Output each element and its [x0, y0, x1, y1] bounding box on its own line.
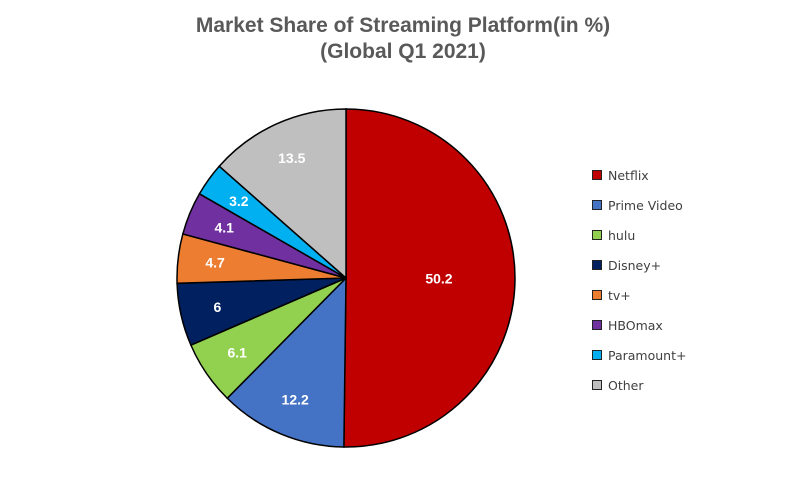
chart-title: Market Share of Streaming Platform(in %) [195, 14, 611, 37]
data-label: 6 [213, 299, 221, 315]
data-label: 6.1 [227, 344, 247, 360]
legend-item: tv+ [592, 280, 686, 310]
legend-item: hulu [592, 220, 686, 250]
data-label: 50.2 [425, 271, 452, 287]
data-label: 3.2 [229, 193, 249, 209]
data-label: 12.2 [282, 392, 309, 408]
data-label: 13.5 [278, 150, 305, 166]
legend-label: Prime Video [608, 197, 683, 213]
legend-item: Prime Video [592, 190, 686, 220]
chart-subtitle: (Global Q1 2021) [320, 40, 486, 63]
legend: Netflix Prime Video hulu Disney+ tv+ HBOmax Pa… [592, 160, 686, 400]
legend-swatch [592, 350, 602, 360]
legend-label: Paramount+ [608, 347, 687, 363]
legend-label: HBOmax [608, 317, 663, 333]
data-label: 4.1 [214, 220, 234, 236]
pie-slice-netflix [343, 108, 516, 448]
legend-item: Netflix [592, 160, 686, 190]
legend-swatch [592, 200, 602, 210]
legend-swatch [592, 320, 602, 330]
legend-label: tv+ [608, 287, 631, 303]
pie-slice-prime-video [226, 276, 347, 448]
legend-item: Disney+ [592, 250, 686, 280]
legend-label: Disney+ [608, 257, 662, 273]
legend-label: Netflix [608, 167, 649, 183]
legend-swatch [592, 230, 602, 240]
legend-item: Other [592, 370, 686, 400]
pie-slice-other [218, 108, 347, 280]
legend-swatch [592, 260, 602, 270]
legend-item: Paramount+ [592, 340, 686, 370]
legend-swatch [592, 290, 602, 300]
legend-swatch [592, 170, 602, 180]
data-label: 4.7 [205, 255, 225, 271]
legend-item: HBOmax [592, 310, 686, 340]
legend-swatch [592, 380, 602, 390]
legend-label: hulu [608, 227, 636, 243]
legend-label: Other [608, 377, 644, 393]
